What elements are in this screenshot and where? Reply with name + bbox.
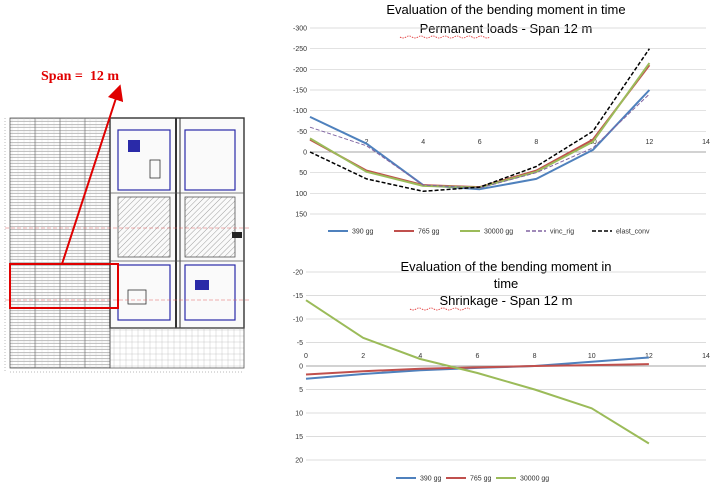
c2-series-line-1 <box>305 363 649 376</box>
c1-y-tick-label: -250 <box>293 46 307 53</box>
c1-legend-label: 30000 gg <box>484 229 513 236</box>
c2-x-tick-label: 10 <box>588 353 596 360</box>
span-highlight-box <box>9 263 119 309</box>
chart1-y-ticks: -300 -250 -200 -150 -100 -50 0 50 100 150 <box>293 26 307 219</box>
floor-plan: Span = 12 m <box>4 69 250 373</box>
chart2-title: Evaluation of the bending moment in <box>400 259 611 274</box>
c1-legend-label: elast_conv <box>616 229 650 236</box>
chart1-x-ticks: 2 4 6 8 10 12 14 <box>365 139 710 146</box>
chart2-subtitle: time <box>494 276 519 291</box>
c2-y-tick-label: 0 <box>299 364 303 371</box>
chart2-series-lines <box>305 299 650 445</box>
c2-y-tick-label: 15 <box>295 434 303 441</box>
c1-x-tick-label: 6 <box>478 139 482 146</box>
c1-x-tick-label: 2 <box>365 139 369 146</box>
c2-y-tick-label: -20 <box>293 270 303 277</box>
c1-y-tick-label: 50 <box>299 170 307 177</box>
c2-y-tick-label: 10 <box>295 411 303 418</box>
c2-x-tick-label: 0 <box>304 353 308 360</box>
chart-permanent-loads: Evaluation of the bending moment in time… <box>293 2 710 236</box>
chart-shrinkage: Evaluation of the bending moment in time… <box>293 259 710 483</box>
c1-legend-label: 765 gg <box>418 229 440 236</box>
chart1-legend: 390 gg 765 gg 30000 gg vinc_rig elast_conv <box>328 229 650 236</box>
c2-y-tick-label: -10 <box>293 317 303 324</box>
c1-series-line-0 <box>309 89 651 191</box>
c2-x-tick-label: 6 <box>475 353 479 360</box>
chart2-x-ticks: 0 2 4 6 8 10 12 14 <box>304 353 710 360</box>
c1-x-tick-label: 12 <box>646 139 654 146</box>
c1-y-tick-label: -50 <box>297 129 307 136</box>
c2-y-tick-label: 20 <box>295 458 303 465</box>
c1-y-tick-label: -150 <box>293 88 307 95</box>
c2-legend-label: 390 gg <box>420 476 442 483</box>
chart1-title: Evaluation of the bending moment in time <box>386 2 625 17</box>
c2-legend-label: 765 gg <box>470 476 492 483</box>
span-label: Span = 12 m <box>41 69 119 84</box>
c1-y-tick-label: 150 <box>295 212 307 219</box>
c1-legend-label: 390 gg <box>352 229 374 236</box>
plan-drawing <box>4 117 250 373</box>
c1-x-tick-label: 4 <box>421 139 425 146</box>
c2-x-tick-label: 4 <box>418 353 422 360</box>
c2-y-tick-label: -15 <box>293 293 303 300</box>
c2-x-tick-label: 8 <box>533 353 537 360</box>
c2-legend-label: 30000 gg <box>520 476 549 483</box>
c2-x-tick-label: 2 <box>361 353 365 360</box>
c2-y-tick-label: 5 <box>299 387 303 394</box>
chart2-legend: 390 gg 765 gg 30000 gg <box>396 476 549 483</box>
c1-series-line-4 <box>309 48 651 193</box>
span-arrow <box>61 84 124 265</box>
chart1-subtitle: Permanent loads - Span 12 m <box>420 21 593 36</box>
c2-series-line-2 <box>305 299 650 445</box>
chart1-gridlines <box>310 27 706 215</box>
chart2-subtitle-2: Shrinkage - Span 12 m <box>440 293 573 308</box>
c1-y-tick-label: -200 <box>293 67 307 74</box>
c1-x-tick-label: 14 <box>702 139 710 146</box>
c1-y-tick-label: -100 <box>293 108 307 115</box>
c1-y-tick-label: 100 <box>295 191 307 198</box>
c1-series-line-2 <box>309 62 651 189</box>
c1-y-tick-label: -300 <box>293 26 307 33</box>
c1-legend-label: vinc_rig <box>550 229 574 236</box>
c2-x-tick-label: 14 <box>702 353 710 360</box>
c2-y-tick-label: -5 <box>297 340 303 347</box>
c1-y-tick-label: 0 <box>303 150 307 157</box>
chart2-y-ticks: -20 -15 -10 -5 0 5 10 15 20 <box>293 270 303 465</box>
c1-x-tick-label: 8 <box>534 139 538 146</box>
c2-x-tick-label: 12 <box>645 353 653 360</box>
chart1-series-lines <box>309 48 651 193</box>
